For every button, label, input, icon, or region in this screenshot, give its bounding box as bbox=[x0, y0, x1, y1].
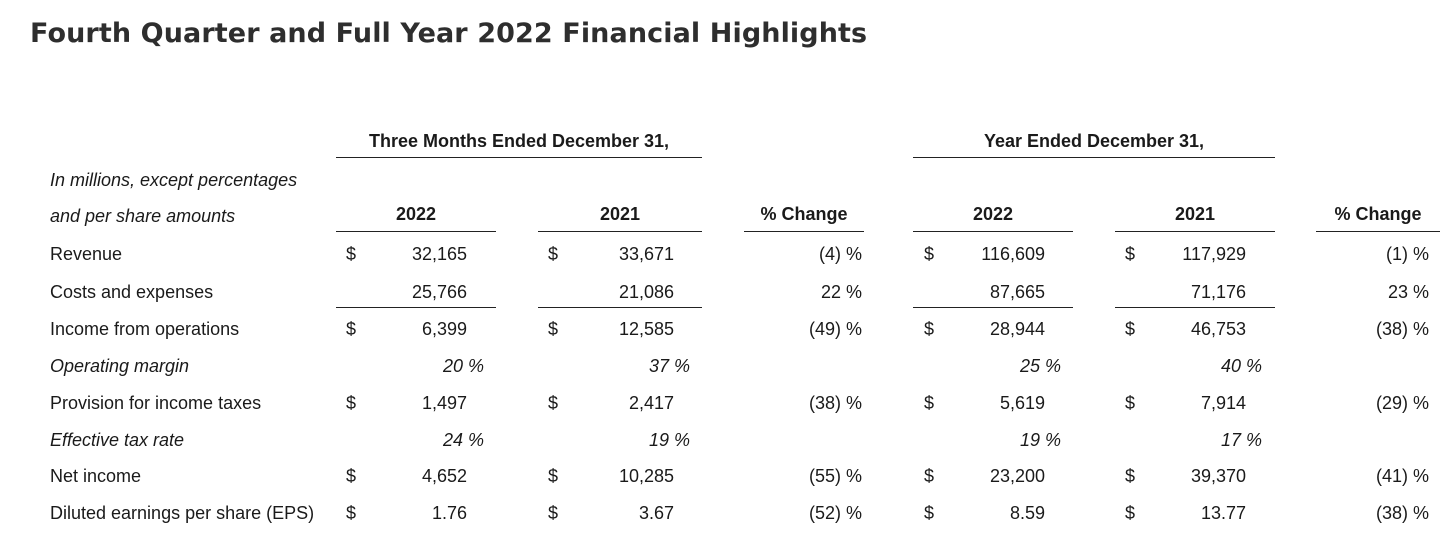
group-underline-three-months bbox=[336, 157, 702, 158]
table-cell-q4-2021: 2,417 bbox=[628, 393, 674, 413]
table-cell-fy-2022: 87,665 bbox=[989, 282, 1045, 302]
table-cell-fy-2021: 7,914 bbox=[1200, 393, 1246, 413]
currency-symbol: $ bbox=[1125, 466, 1136, 486]
row-label: Income from operations bbox=[50, 319, 240, 339]
row-label: Effective tax rate bbox=[50, 430, 185, 450]
column-underline-fy-2021 bbox=[1115, 231, 1275, 232]
currency-symbol: $ bbox=[548, 466, 559, 486]
table-cell-q4-2022: 4,652 bbox=[421, 466, 467, 486]
units-note-line-2: and per share amounts bbox=[50, 206, 236, 226]
table-cell-q4-2022: 1.76 bbox=[431, 503, 467, 523]
currency-symbol: $ bbox=[548, 393, 559, 413]
table-cell-fy-2021: 117,929 bbox=[1182, 244, 1246, 264]
row-label: Net income bbox=[50, 466, 142, 486]
currency-symbol: $ bbox=[1125, 393, 1136, 413]
currency-symbol: $ bbox=[346, 466, 357, 486]
table-cell-q4-2021: 33,671 bbox=[618, 244, 674, 264]
table-cell-q4-2021: 12,585 bbox=[618, 319, 674, 339]
table-cell-fy-2021: 40 % bbox=[1220, 356, 1262, 376]
table-cell-q4-change: 22 % bbox=[820, 282, 862, 302]
currency-symbol: $ bbox=[346, 244, 357, 264]
row-label: Provision for income taxes bbox=[50, 393, 262, 413]
currency-symbol: $ bbox=[346, 503, 357, 523]
table-cell-q4-2022: 6,399 bbox=[421, 319, 467, 339]
table-cell-q4-change: (4) % bbox=[818, 244, 862, 264]
table-cell-fy-change: (1) % bbox=[1385, 244, 1429, 264]
column-underline-q4-2021 bbox=[538, 231, 702, 232]
table-cell-q4-2021: 37 % bbox=[648, 356, 690, 376]
table-cell-q4-2021: 3.67 bbox=[638, 503, 674, 523]
row-label: Diluted earnings per share (EPS) bbox=[50, 503, 315, 523]
table-cell-fy-2021: 17 % bbox=[1220, 430, 1262, 450]
currency-symbol: $ bbox=[1125, 244, 1136, 264]
currency-symbol: $ bbox=[924, 466, 935, 486]
column-header-fy-2021: 2021 bbox=[1174, 204, 1216, 224]
column-header-fy-2022: 2022 bbox=[972, 204, 1014, 224]
subtotal-rule-fy-2021 bbox=[1115, 307, 1275, 308]
table-cell-fy-change: (41) % bbox=[1375, 466, 1429, 486]
table-cell-q4-change: (49) % bbox=[808, 319, 862, 339]
group-header-year: Year Ended December 31, bbox=[983, 131, 1205, 151]
currency-symbol: $ bbox=[1125, 503, 1136, 523]
page-title: Fourth Quarter and Full Year 2022 Financ… bbox=[30, 18, 868, 49]
table-cell-q4-change: (55) % bbox=[808, 466, 862, 486]
column-underline-q4-change bbox=[744, 231, 864, 232]
subtotal-rule-q4-2022 bbox=[336, 307, 496, 308]
table-cell-fy-2022: 8.59 bbox=[1009, 503, 1045, 523]
table-cell-q4-2021: 10,285 bbox=[618, 466, 674, 486]
table-cell-q4-2022: 32,165 bbox=[411, 244, 467, 264]
table-cell-fy-change: (29) % bbox=[1375, 393, 1429, 413]
table-cell-fy-2021: 39,370 bbox=[1190, 466, 1246, 486]
currency-symbol: $ bbox=[346, 319, 357, 339]
currency-symbol: $ bbox=[924, 393, 935, 413]
currency-symbol: $ bbox=[1125, 319, 1136, 339]
column-header-q4-2022: 2022 bbox=[395, 204, 437, 224]
units-note-line-1: In millions, except percentages bbox=[50, 170, 298, 190]
currency-symbol: $ bbox=[548, 244, 559, 264]
column-header-fy-change: % Change bbox=[1334, 204, 1422, 224]
table-cell-fy-2021: 46,753 bbox=[1190, 319, 1246, 339]
table-cell-fy-2021: 13.77 bbox=[1200, 503, 1246, 523]
column-underline-q4-2022 bbox=[336, 231, 496, 232]
table-cell-q4-2022: 20 % bbox=[442, 356, 484, 376]
table-cell-q4-change: (38) % bbox=[808, 393, 862, 413]
table-cell-q4-change: (52) % bbox=[808, 503, 862, 523]
subtotal-rule-q4-2021 bbox=[538, 307, 702, 308]
currency-symbol: $ bbox=[924, 503, 935, 523]
table-cell-fy-2022: 25 % bbox=[1019, 356, 1061, 376]
row-label: Costs and expenses bbox=[50, 282, 214, 302]
table-cell-q4-2022: 24 % bbox=[442, 430, 484, 450]
column-header-q4-change: % Change bbox=[760, 204, 848, 224]
table-cell-q4-2022: 25,766 bbox=[411, 282, 467, 302]
table-cell-fy-2022: 116,609 bbox=[981, 244, 1045, 264]
table-cell-q4-2021: 21,086 bbox=[618, 282, 674, 302]
column-underline-fy-change bbox=[1316, 231, 1440, 232]
row-label: Operating margin bbox=[50, 356, 190, 376]
table-cell-fy-2022: 5,619 bbox=[999, 393, 1045, 413]
currency-symbol: $ bbox=[924, 319, 935, 339]
table-cell-fy-2022: 19 % bbox=[1019, 430, 1061, 450]
table-cell-q4-2021: 19 % bbox=[648, 430, 690, 450]
subtotal-rule-fy-2022 bbox=[913, 307, 1073, 308]
group-underline-year bbox=[913, 157, 1275, 158]
currency-symbol: $ bbox=[346, 393, 357, 413]
table-cell-fy-change: (38) % bbox=[1375, 319, 1429, 339]
group-header-three-months: Three Months Ended December 31, bbox=[368, 131, 670, 151]
column-underline-fy-2022 bbox=[913, 231, 1073, 232]
table-cell-fy-2022: 23,200 bbox=[989, 466, 1045, 486]
table-cell-fy-2022: 28,944 bbox=[989, 319, 1045, 339]
table-cell-fy-change: (38) % bbox=[1375, 503, 1429, 523]
column-header-q4-2021: 2021 bbox=[599, 204, 641, 224]
row-label: Revenue bbox=[50, 244, 123, 264]
currency-symbol: $ bbox=[548, 319, 559, 339]
table-cell-fy-2021: 71,176 bbox=[1190, 282, 1246, 302]
table-cell-fy-change: 23 % bbox=[1387, 282, 1429, 302]
table-cell-q4-2022: 1,497 bbox=[421, 393, 467, 413]
currency-symbol: $ bbox=[924, 244, 935, 264]
currency-symbol: $ bbox=[548, 503, 559, 523]
